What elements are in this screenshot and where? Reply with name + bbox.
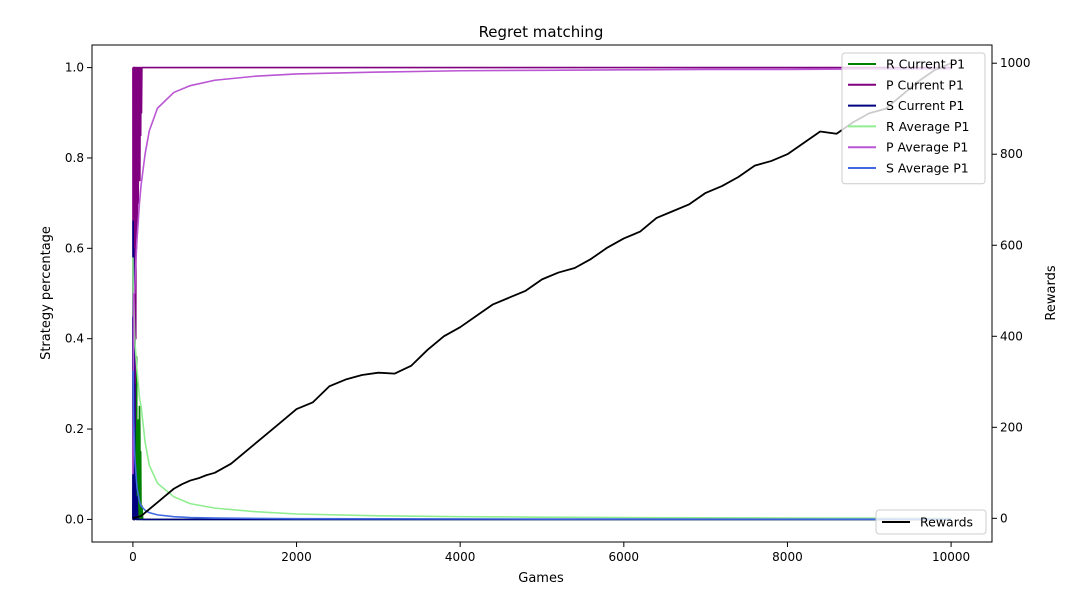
series-line-3 [132, 257, 952, 520]
y-right-tick-label-3: 600 [1000, 238, 1023, 252]
x-tick-label-2: 4000 [445, 550, 476, 564]
y-left-tick-label-2: 0.4 [65, 332, 84, 346]
y-right-tick-label-5: 1000 [1000, 56, 1031, 70]
y-left-tick-label-4: 0.8 [65, 151, 84, 165]
legend-box-strategies [841, 52, 986, 185]
y-left-tick-label-5: 1.0 [65, 61, 84, 75]
series-line-2 [132, 220, 952, 521]
legends: R Current P1 P Current P1 S Current P1 R Av… [841, 52, 987, 535]
legend-label-4: P Average P1 [886, 140, 968, 155]
series-lines [132, 62, 952, 521]
axes: 0 2000 4000 6000 8000 100000.00.20.40.60.81.0… [65, 44, 1031, 564]
legend-label-0: R Current P1 [886, 57, 965, 72]
y-right-tick-label-2: 400 [1000, 329, 1023, 343]
chart-title: Regret matching [479, 23, 604, 41]
y-right-tick-label-0: 0 [1000, 511, 1008, 525]
series-line-0 [132, 355, 952, 521]
legend-label-3: R Average P1 [886, 119, 969, 134]
y-left-tick-label-1: 0.2 [65, 422, 84, 436]
legend-label-2: S Current P1 [886, 98, 964, 113]
left-y-axis-title: Strategy percentage [39, 226, 54, 360]
legend-box-rewards [875, 509, 987, 535]
y-left-tick-label-0: 0.0 [65, 512, 84, 526]
y-right-tick-label-1: 200 [1000, 420, 1023, 434]
x-tick-label-3: 6000 [609, 550, 640, 564]
series-line-1 [132, 66, 952, 521]
x-tick-label-0: 0 [129, 550, 137, 564]
legend-label-1: P Current P1 [886, 77, 964, 92]
plot-frame [91, 44, 993, 543]
series-line-5 [132, 370, 952, 520]
series-line-4 [132, 68, 952, 475]
y-left-tick-label-3: 0.6 [65, 241, 84, 255]
legend-label-rewards: Rewards [920, 515, 973, 530]
x-axis-title: Games [518, 571, 564, 586]
legend-label-5: S Average P1 [886, 161, 969, 176]
right-y-axis-title: Rewards [1044, 265, 1059, 320]
x-tick-label-4: 8000 [772, 550, 803, 564]
y-right-tick-label-4: 800 [1000, 147, 1023, 161]
x-tick-label-5: 10000 [932, 550, 970, 564]
series-line-6 [132, 62, 952, 520]
x-tick-label-1: 2000 [281, 550, 312, 564]
